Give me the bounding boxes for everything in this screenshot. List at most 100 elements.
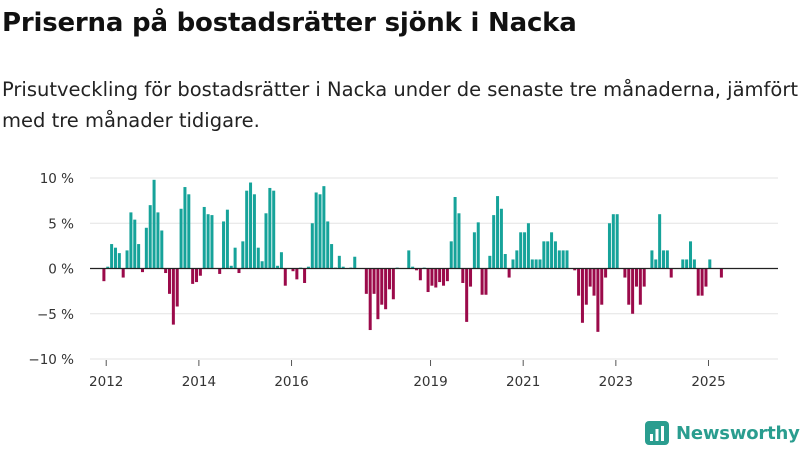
bar bbox=[457, 213, 460, 268]
bar bbox=[438, 269, 441, 283]
bar bbox=[353, 257, 356, 269]
bar bbox=[658, 214, 661, 268]
y-tick-label: 0 % bbox=[48, 262, 74, 278]
bar bbox=[330, 244, 333, 268]
bar bbox=[685, 259, 688, 268]
bar bbox=[183, 187, 186, 268]
bar bbox=[566, 250, 569, 268]
bar bbox=[473, 232, 476, 268]
chart-subtitle: Prisutveckling för bostadsrätter i Nacka… bbox=[2, 74, 798, 136]
bar bbox=[527, 223, 530, 268]
bar bbox=[280, 252, 283, 268]
bar bbox=[581, 269, 584, 323]
bar bbox=[585, 269, 588, 305]
bar bbox=[481, 269, 484, 295]
bars bbox=[102, 180, 722, 332]
bar bbox=[114, 248, 117, 269]
chart-title: Priserna på bostadsrätter sjönk i Nacka bbox=[2, 4, 577, 42]
y-axis-ticks: 10 %5 %0 %−5 %−10 % bbox=[28, 171, 74, 368]
bar bbox=[427, 269, 430, 293]
bar-chart: 10 % 5 % 0 % −5 % −10 % 2012 2014 2016 2019 2021… bbox=[0, 160, 800, 400]
bar bbox=[172, 269, 175, 325]
bar bbox=[388, 269, 391, 290]
bar bbox=[604, 269, 607, 278]
bar bbox=[697, 269, 700, 296]
x-tick-label: 2021 bbox=[506, 374, 540, 390]
bar bbox=[535, 259, 538, 268]
bar bbox=[218, 269, 221, 274]
bar bbox=[554, 241, 557, 268]
bar bbox=[180, 209, 183, 269]
bar bbox=[461, 269, 464, 283]
bar bbox=[137, 244, 140, 268]
x-tick-label: 2012 bbox=[89, 374, 123, 390]
x-tick-label: 2014 bbox=[182, 374, 216, 390]
bar bbox=[589, 269, 592, 287]
bar bbox=[326, 221, 329, 268]
bar bbox=[145, 228, 148, 269]
bar bbox=[500, 209, 503, 269]
bar bbox=[596, 269, 599, 332]
bar bbox=[195, 269, 198, 283]
bar bbox=[199, 269, 202, 276]
y-tick-label: −5 % bbox=[37, 307, 74, 323]
bar bbox=[434, 269, 437, 288]
bar bbox=[118, 253, 121, 268]
bar bbox=[133, 220, 136, 269]
x-axis-ticks: 2012 2014 2016 2019 2021 2023 2025 bbox=[89, 360, 726, 390]
bar bbox=[616, 214, 619, 268]
bar bbox=[226, 210, 229, 269]
bar bbox=[720, 269, 723, 278]
bar bbox=[122, 269, 125, 278]
bar bbox=[550, 232, 553, 268]
bar bbox=[319, 194, 322, 268]
bar bbox=[222, 221, 225, 268]
bar bbox=[654, 259, 657, 268]
bar bbox=[187, 194, 190, 268]
bar bbox=[562, 250, 565, 268]
bar bbox=[454, 197, 457, 268]
bar bbox=[546, 241, 549, 268]
bar bbox=[442, 269, 445, 286]
bar-chart-logo-icon bbox=[645, 421, 669, 445]
bar bbox=[210, 215, 213, 268]
bar bbox=[156, 212, 159, 268]
bar bbox=[496, 196, 499, 268]
bar bbox=[600, 269, 603, 305]
bar bbox=[542, 241, 545, 268]
y-tick-label: −10 % bbox=[28, 352, 74, 368]
bar bbox=[662, 250, 665, 268]
bar bbox=[407, 250, 410, 268]
bar bbox=[392, 269, 395, 300]
bar bbox=[666, 250, 669, 268]
bar bbox=[508, 269, 511, 278]
brand-name: Newsworthy bbox=[676, 423, 800, 444]
bar bbox=[237, 269, 240, 274]
bar bbox=[365, 269, 368, 294]
bar bbox=[129, 212, 132, 268]
bar bbox=[253, 194, 256, 268]
bar bbox=[164, 269, 167, 274]
bar bbox=[268, 188, 271, 269]
brand-logo: Newsworthy bbox=[645, 418, 800, 448]
bar bbox=[531, 259, 534, 268]
bar bbox=[384, 269, 387, 310]
bar bbox=[670, 269, 673, 278]
bar bbox=[264, 213, 267, 268]
bar bbox=[338, 256, 341, 269]
bar bbox=[149, 205, 152, 268]
bar bbox=[693, 259, 696, 268]
bar bbox=[492, 215, 495, 268]
bar bbox=[523, 232, 526, 268]
bar bbox=[577, 269, 580, 296]
bar bbox=[681, 259, 684, 268]
bar bbox=[623, 269, 626, 278]
bar bbox=[272, 191, 275, 269]
bar bbox=[191, 269, 194, 284]
bar bbox=[322, 186, 325, 268]
bar bbox=[515, 250, 518, 268]
bar bbox=[110, 244, 113, 268]
bar bbox=[234, 248, 237, 269]
bar bbox=[369, 269, 372, 331]
bar bbox=[643, 269, 646, 287]
